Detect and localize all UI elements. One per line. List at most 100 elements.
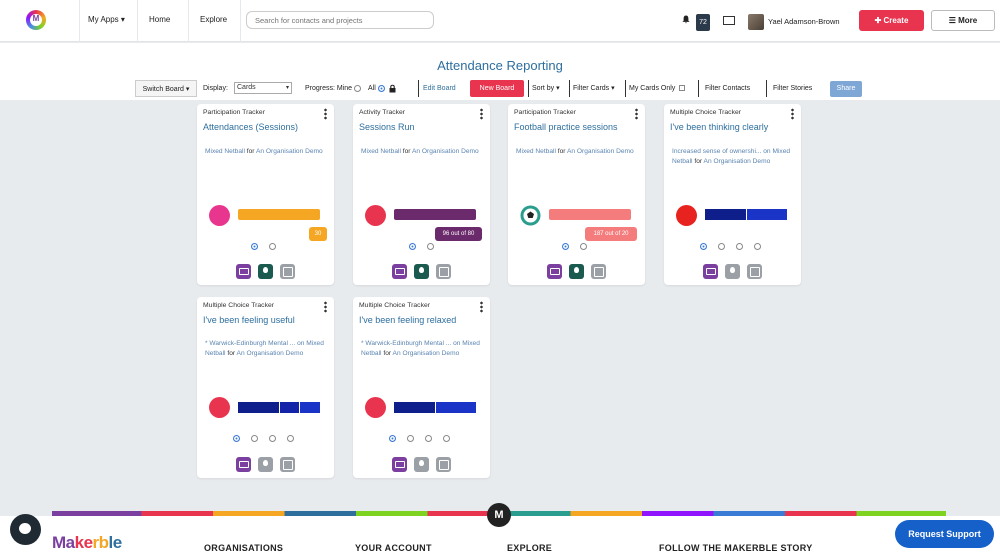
organisation-link[interactable]: An Organisation Demo: [411, 148, 479, 155]
display-select[interactable]: Cards ▾: [234, 82, 292, 94]
project-link[interactable]: Mixed Netball: [516, 148, 556, 155]
search-input[interactable]: [246, 11, 434, 29]
project-link[interactable]: Mixed Netball: [205, 340, 324, 357]
card-title[interactable]: I've been feeling useful: [203, 315, 295, 325]
app-logo-icon[interactable]: M: [26, 10, 46, 30]
sort-by-dropdown[interactable]: Sort by ▾: [532, 85, 560, 92]
question-link[interactable]: Increased sense of ownershi... on: [672, 148, 771, 155]
pager-dot[interactable]: [718, 243, 725, 250]
pager-dot[interactable]: [443, 435, 450, 442]
bell-icon[interactable]: [682, 15, 690, 24]
progress-all-radio[interactable]: [377, 84, 385, 92]
comment-icon[interactable]: [703, 264, 718, 279]
edit-board-link[interactable]: Edit Board: [423, 85, 456, 92]
checkbox-icon[interactable]: [436, 264, 451, 279]
card-title[interactable]: I've been feeling relaxed: [359, 315, 457, 325]
pager-dot[interactable]: [233, 435, 240, 442]
tracker-card[interactable]: Activity Tracker Sessions Run Mixed Netb…: [353, 104, 490, 285]
organisation-link[interactable]: An Organisation Demo: [255, 148, 323, 155]
filter-contacts-button[interactable]: Filter Contacts: [705, 85, 751, 92]
my-cards-only-checkbox[interactable]: [679, 85, 686, 92]
project-link[interactable]: Mixed Netball: [672, 148, 791, 165]
card-menu-icon[interactable]: [791, 108, 794, 120]
comment-icon[interactable]: [236, 264, 251, 279]
card-menu-icon[interactable]: [324, 108, 327, 120]
organisation-link[interactable]: An Organisation Demo: [392, 350, 460, 357]
filter-stories-button[interactable]: Filter Stories: [773, 85, 813, 92]
checkbox-icon[interactable]: [747, 264, 762, 279]
pager-dot[interactable]: [251, 243, 258, 250]
lightbulb-icon[interactable]: [258, 264, 273, 279]
checkbox-icon[interactable]: [436, 457, 451, 472]
explore-link[interactable]: Explore: [200, 15, 228, 24]
footer-your-account-heading[interactable]: YOUR ACCOUNT: [355, 543, 432, 553]
pager-dot[interactable]: [754, 243, 761, 250]
my-apps-menu[interactable]: My Apps ▾: [88, 15, 125, 24]
pager-dot[interactable]: [389, 435, 396, 442]
card-menu-icon[interactable]: [480, 301, 483, 313]
tracker-card[interactable]: Participation Tracker Attendances (Sessi…: [197, 104, 334, 285]
question-link[interactable]: * Warwick-Edinburgh Mental ... on: [205, 340, 305, 347]
card-menu-icon[interactable]: [635, 108, 638, 120]
lightbulb-icon[interactable]: [414, 457, 429, 472]
pager-dot[interactable]: [580, 243, 587, 250]
progress-mine-radio[interactable]: [354, 84, 362, 92]
project-link[interactable]: Mixed Netball: [361, 340, 480, 357]
pager-dot[interactable]: [409, 243, 416, 250]
tracker-card[interactable]: Multiple Choice Tracker I've been feelin…: [353, 297, 490, 478]
footer-explore-heading[interactable]: EXPLORE: [507, 543, 553, 553]
switch-board-dropdown[interactable]: Switch Board ▾: [135, 80, 197, 97]
card-menu-icon[interactable]: [324, 301, 327, 313]
pager-dot[interactable]: [425, 435, 432, 442]
card-title[interactable]: Attendances (Sessions): [203, 122, 299, 132]
pager-dot[interactable]: [251, 435, 258, 442]
home-link[interactable]: Home: [149, 15, 171, 24]
avatar[interactable]: [748, 14, 764, 30]
footer-organisations-heading[interactable]: ORGANISATIONS: [204, 543, 284, 553]
card-title[interactable]: Football practice sessions: [514, 122, 618, 132]
user-name[interactable]: Yael Adamson-Brown: [768, 17, 840, 26]
pager-dot[interactable]: [287, 435, 294, 442]
card-title[interactable]: Sessions Run: [359, 122, 415, 132]
request-support-button[interactable]: Request Support: [895, 520, 994, 548]
notification-count-badge[interactable]: 72: [696, 14, 710, 31]
organisation-link[interactable]: An Organisation Demo: [566, 148, 634, 155]
tracker-card[interactable]: Multiple Choice Tracker I've been thinki…: [664, 104, 801, 285]
new-board-button[interactable]: New Board: [470, 80, 524, 97]
lightbulb-icon[interactable]: [414, 264, 429, 279]
pager-dot[interactable]: [427, 243, 434, 250]
more-button[interactable]: ☰ More: [931, 10, 995, 31]
card-title[interactable]: I've been thinking clearly: [670, 122, 769, 132]
organisation-link[interactable]: An Organisation Demo: [236, 350, 304, 357]
checkbox-icon[interactable]: [280, 264, 295, 279]
comment-icon[interactable]: [392, 264, 407, 279]
filter-cards-dropdown[interactable]: Filter Cards ▾: [573, 85, 615, 92]
tracker-card[interactable]: Multiple Choice Tracker I've been feelin…: [197, 297, 334, 478]
pager-dot[interactable]: [700, 243, 707, 250]
checkbox-icon[interactable]: [280, 457, 295, 472]
chat-icon[interactable]: [10, 514, 41, 545]
footer-follow-heading[interactable]: FOLLOW THE MAKERBLE STORY: [659, 543, 813, 553]
pager-dot[interactable]: [736, 243, 743, 250]
organisation-link[interactable]: An Organisation Demo: [703, 158, 771, 165]
pager-dot[interactable]: [269, 435, 276, 442]
question-link[interactable]: * Warwick-Edinburgh Mental ... on: [361, 340, 461, 347]
pager-dot[interactable]: [269, 243, 276, 250]
card-menu-icon[interactable]: [480, 108, 483, 120]
checkbox-icon[interactable]: [591, 264, 606, 279]
create-button[interactable]: ✚ Create: [859, 10, 924, 31]
lightbulb-icon[interactable]: [258, 457, 273, 472]
comment-icon[interactable]: [547, 264, 562, 279]
share-button[interactable]: Share: [830, 81, 862, 97]
project-link[interactable]: Mixed Netball: [205, 148, 245, 155]
pager-dot[interactable]: [407, 435, 414, 442]
comment-icon[interactable]: [392, 457, 407, 472]
mail-icon[interactable]: [723, 16, 735, 25]
chevron-down-icon: ▾: [285, 85, 289, 91]
comment-icon[interactable]: [236, 457, 251, 472]
pager-dot[interactable]: [562, 243, 569, 250]
lightbulb-icon[interactable]: [725, 264, 740, 279]
lightbulb-icon[interactable]: [569, 264, 584, 279]
project-link[interactable]: Mixed Netball: [361, 148, 401, 155]
tracker-card[interactable]: Participation Tracker Football practice …: [508, 104, 645, 285]
